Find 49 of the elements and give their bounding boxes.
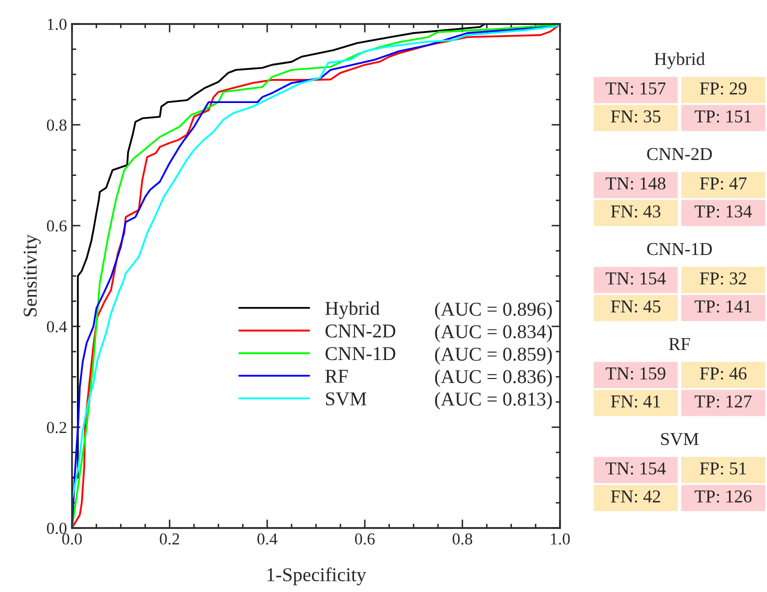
x-tick-label: 0.8 — [452, 533, 472, 545]
x-tick-label: 0.2 — [160, 533, 180, 545]
text: SVM — [661, 432, 699, 446]
text: TN: 159 — [606, 367, 666, 380]
x-axis-title: 1-Specificity — [267, 567, 366, 586]
text: CNN-1D — [647, 242, 712, 256]
text: TP: 134 — [694, 205, 752, 218]
text: TP: 126 — [694, 490, 752, 503]
text: FP: 29 — [700, 82, 746, 95]
text: Hybrid — [654, 52, 705, 69]
annotation: (AUC = 0.836) — [435, 370, 552, 388]
text: FN: 35 — [610, 110, 660, 123]
text: RF — [668, 338, 690, 350]
text: FN: 43 — [610, 205, 660, 218]
annotation: (AUC = 0.813) — [435, 392, 552, 410]
legend-label: CNN-1D — [326, 347, 396, 360]
x-tick-label: 0.0 — [62, 533, 82, 545]
x-tick-label: 0.6 — [355, 533, 375, 545]
text: TN: 157 — [606, 82, 666, 95]
text: TN: 154 — [606, 272, 666, 285]
legend-label: SVM — [326, 392, 366, 406]
annotation: (AUC = 0.834) — [435, 324, 552, 342]
y-tick-label: 0.0 — [46, 522, 67, 534]
y-tick-label: 1.0 — [48, 18, 67, 30]
annotation: (AUC = 0.896) — [435, 302, 552, 320]
annotation: (AUC = 0.859) — [435, 347, 552, 365]
legend-label: RF — [325, 370, 348, 383]
text: TP: 151 — [694, 110, 752, 123]
text: FN: 41 — [610, 395, 660, 408]
text: TN: 148 — [606, 177, 666, 190]
text: FN: 45 — [610, 300, 660, 313]
text: FP: 32 — [700, 272, 746, 285]
y-tick-label: 0.2 — [46, 422, 66, 434]
x-tick-label: 1.0 — [551, 533, 570, 545]
text: CNN-2D — [647, 148, 712, 160]
text: FP: 51 — [700, 462, 746, 475]
text: TP: 127 — [694, 395, 752, 408]
y-tick-label: 0.6 — [46, 220, 67, 232]
text: TP: 141 — [694, 300, 752, 313]
x-tick-label: 0.4 — [257, 533, 278, 545]
text: FP: 47 — [700, 177, 747, 190]
legend-label: Hybrid — [325, 301, 380, 319]
text: FN: 42 — [610, 490, 660, 503]
y-axis-title: Sensitivity — [24, 234, 41, 316]
y-tick-label: 0.8 — [46, 120, 67, 131]
y-tick-label: 0.4 — [46, 321, 67, 332]
legend-label: CNN-2D — [326, 324, 396, 338]
text: FP: 46 — [700, 367, 747, 380]
text: TN: 154 — [606, 462, 666, 475]
